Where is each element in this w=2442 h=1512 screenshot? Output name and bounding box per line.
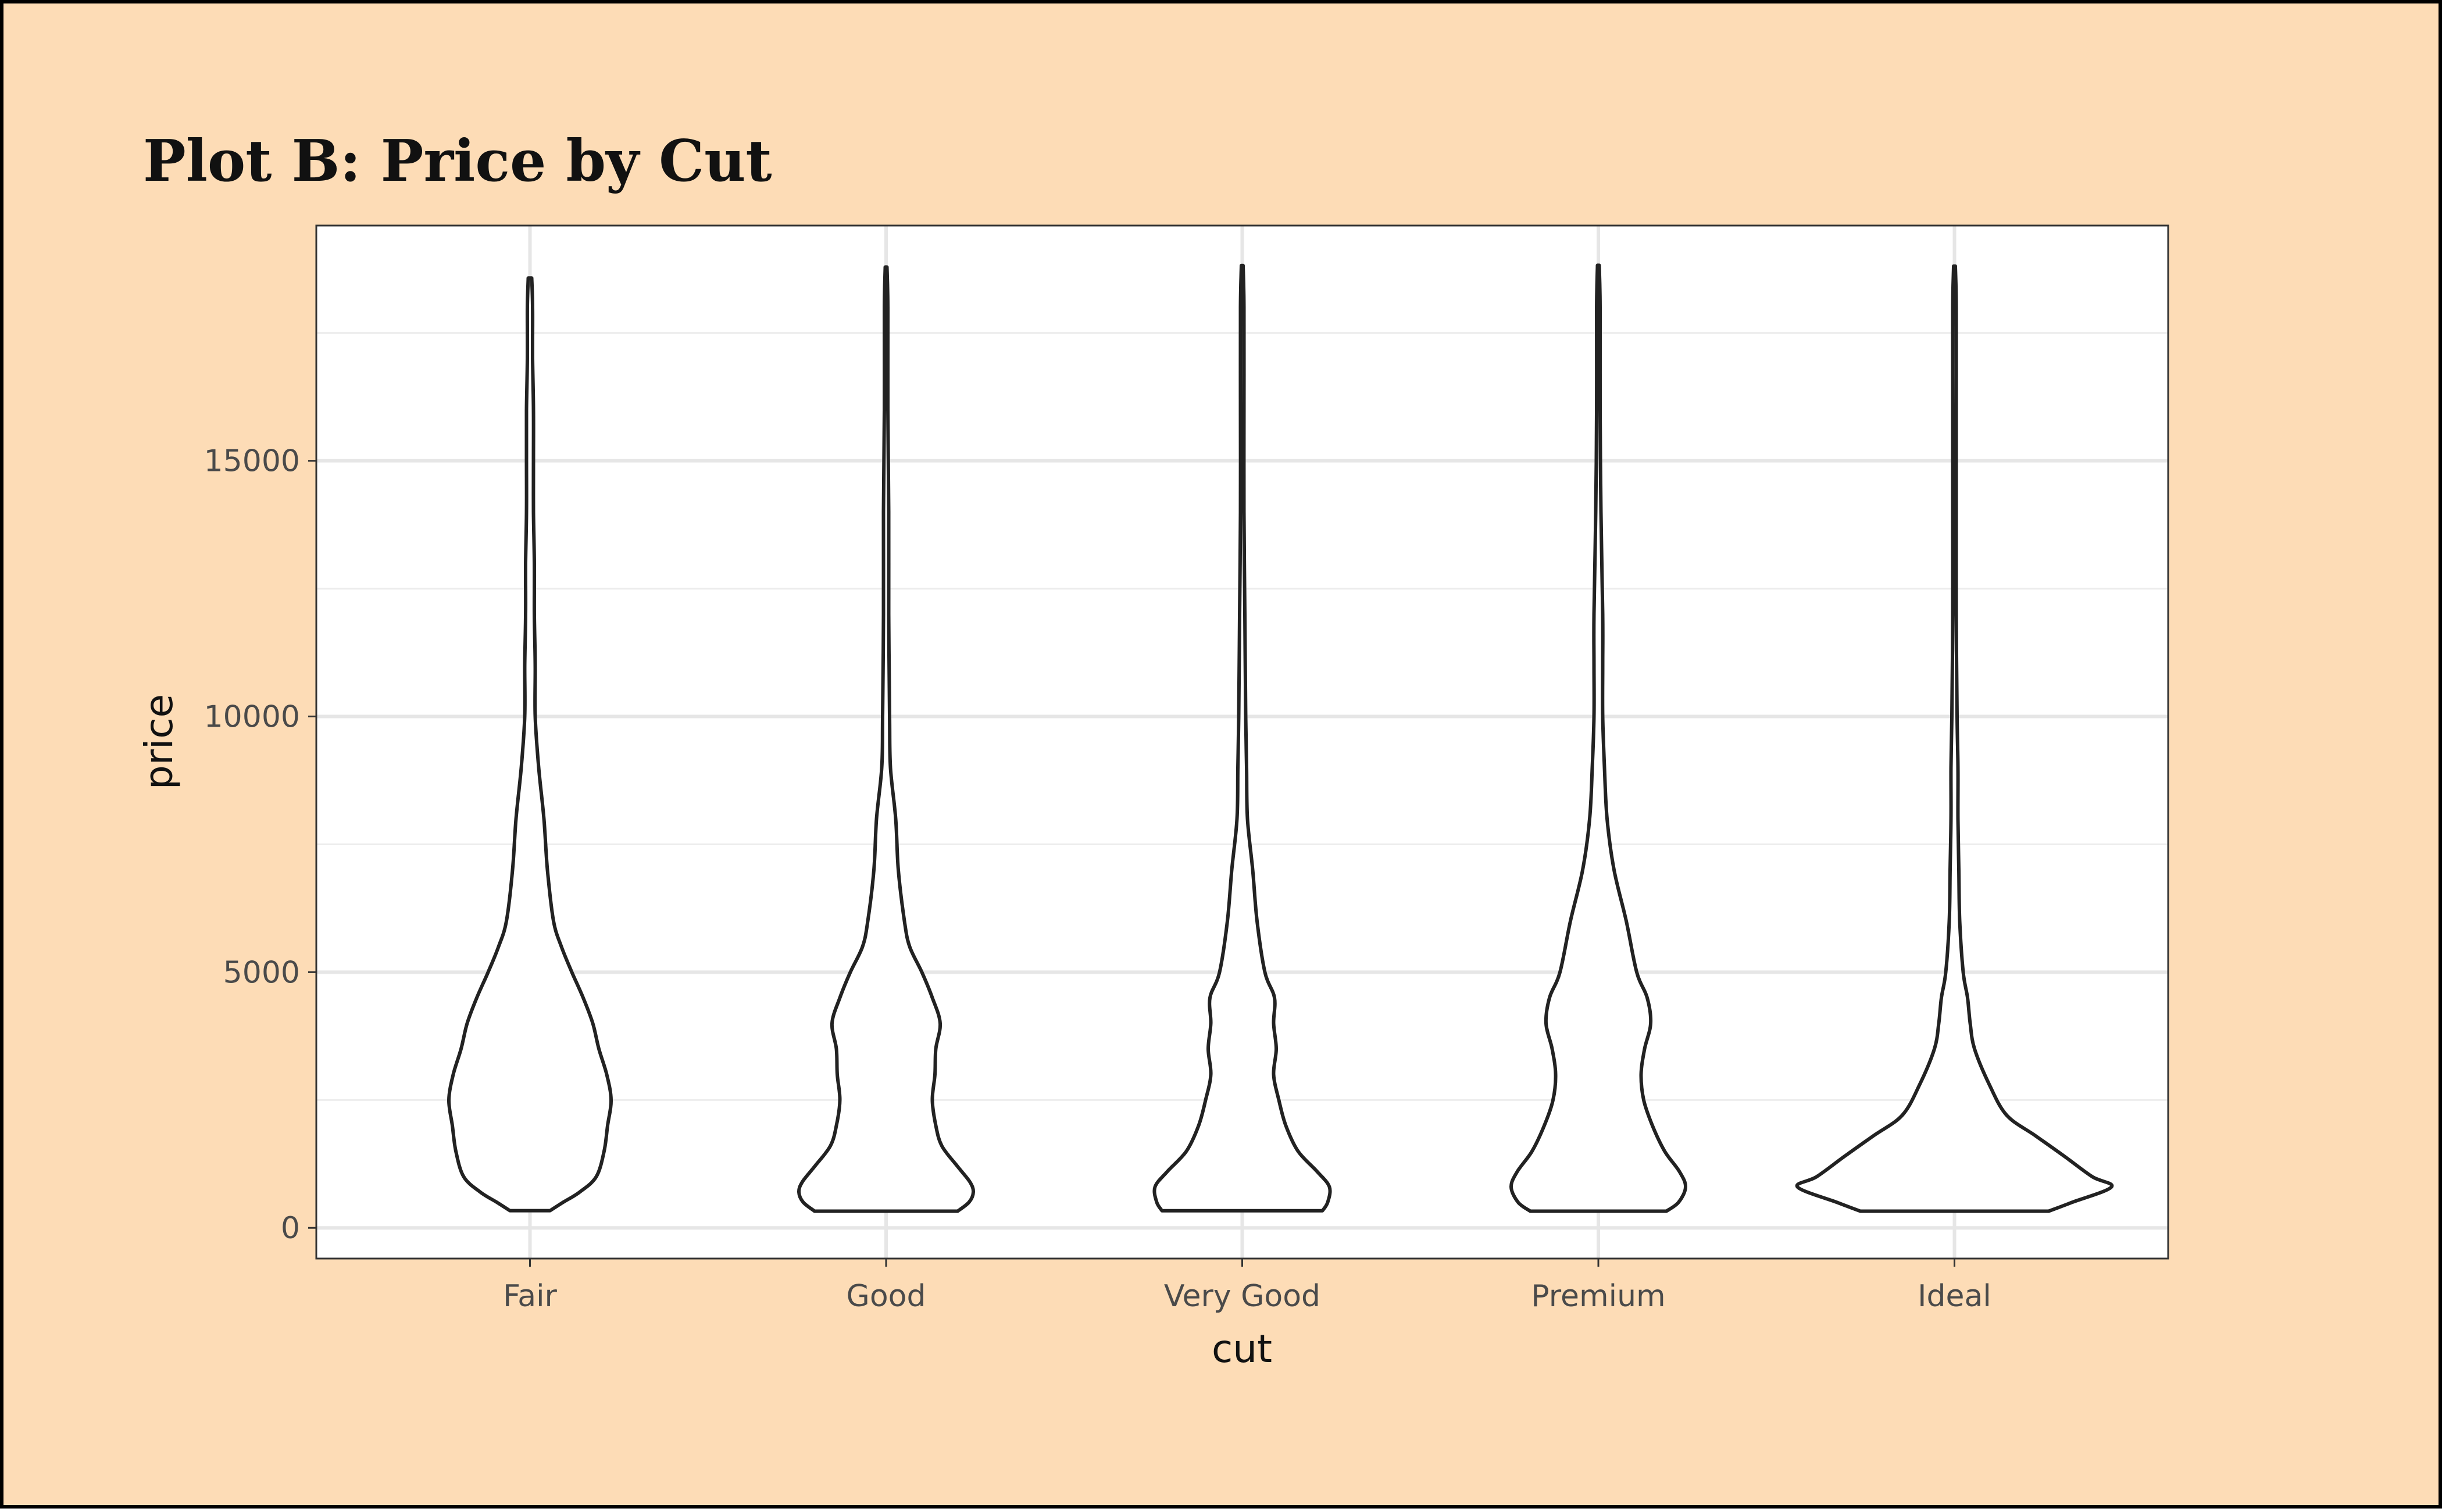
- x-axis-title: cut: [1212, 1327, 1272, 1371]
- x-tick-label: Good: [847, 1279, 926, 1314]
- x-tick-label: Premium: [1531, 1279, 1665, 1314]
- chart-svg: Plot B: Price by Cut 0 5000 10000 15000 Fai…: [137, 128, 2169, 1371]
- x-tick-label: Very Good: [1164, 1279, 1320, 1314]
- violin-ideal: [1795, 264, 2114, 1213]
- y-tick-label: 10000: [204, 700, 300, 735]
- x-tick-label: Fair: [503, 1279, 557, 1314]
- violin-layer: [447, 263, 2114, 1213]
- violin-premium: [1509, 263, 1687, 1213]
- y-axis-title: price: [137, 694, 181, 789]
- x-tick-label: Ideal: [1918, 1279, 1991, 1314]
- violin-good: [797, 265, 976, 1213]
- violin-fair: [447, 276, 613, 1213]
- y-tick-label: 15000: [204, 444, 300, 479]
- violin-very-good: [1152, 263, 1332, 1213]
- y-tick-label: 5000: [223, 955, 300, 990]
- chart-title: Plot B: Price by Cut: [143, 128, 772, 195]
- y-tick-label: 0: [281, 1211, 300, 1246]
- x-axis-ticks: Fair Good Very Good Premium Ideal: [503, 1259, 1991, 1314]
- y-axis-ticks: 0 5000 10000 15000: [204, 444, 316, 1246]
